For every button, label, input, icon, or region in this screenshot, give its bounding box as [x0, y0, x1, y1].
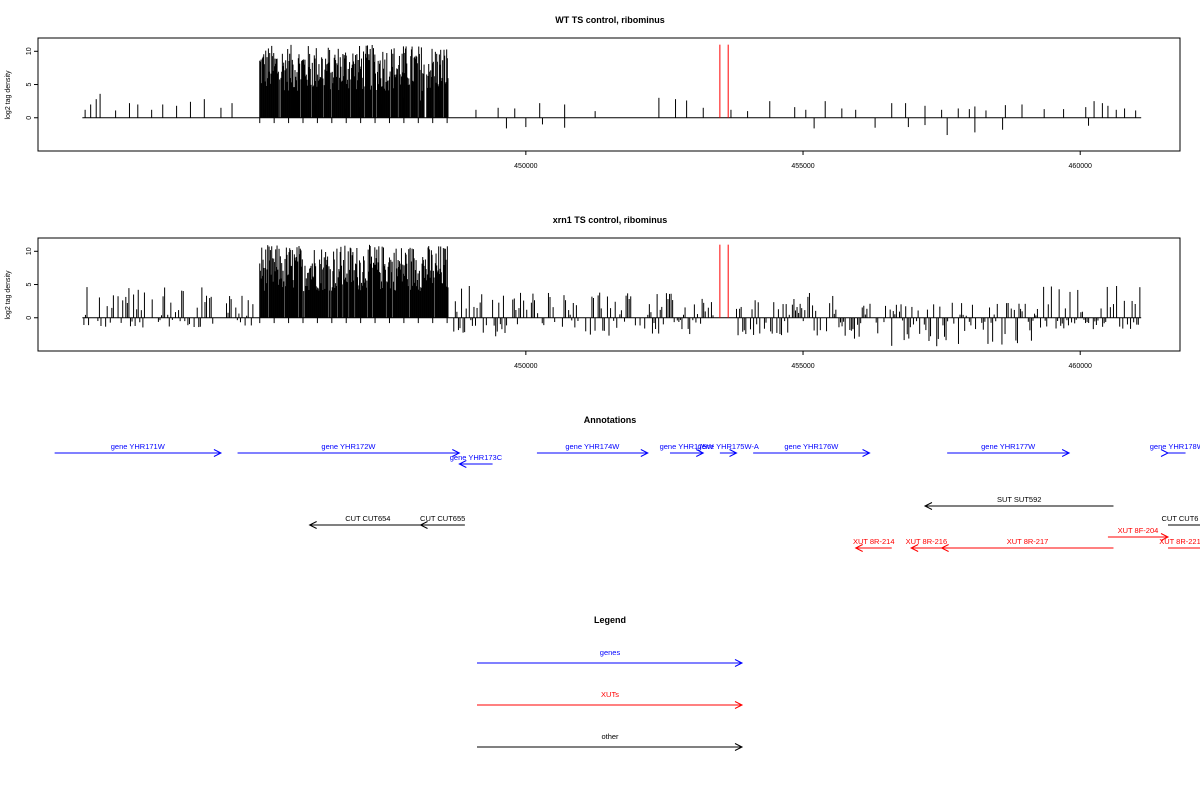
- legend-label: genes: [600, 648, 621, 657]
- y-tick-label: 10: [26, 47, 33, 55]
- annotation-label: gene YHR173C: [450, 453, 503, 462]
- panel-xrn1-ylabel: log2 tag density: [5, 270, 12, 320]
- annotation-label: gene YHR174W: [565, 442, 620, 451]
- annotation-label: XUT 8R-217: [1007, 537, 1049, 546]
- annotation-label: gene YHR175W-A: [697, 442, 758, 451]
- annotation-label: XUT 8R-221: [1159, 537, 1200, 546]
- annotation-arrowhead: [308, 521, 317, 529]
- panel-wt-title: WT TS control, ribominus: [555, 15, 665, 25]
- annotation-label: gene YHR177W: [981, 442, 1036, 451]
- annotation-label: CUT CUT6: [1162, 514, 1199, 523]
- y-tick-label: 0: [26, 116, 33, 120]
- annotation-arrowhead: [910, 544, 919, 552]
- panel-wt-axes: 450000 455000 460000 0 5 10: [26, 47, 1092, 170]
- annotations-panel: Annotations gene YHR171W gene YHR172Wgene…: [54, 415, 1200, 552]
- annotations-title: Annotations: [584, 415, 637, 425]
- legend-label: other: [601, 732, 619, 741]
- annotation-label: gene YHR175W: [660, 442, 715, 451]
- y-tick-label: 5: [26, 282, 33, 286]
- annotation-label: gene YHR172W: [321, 442, 376, 451]
- annotation-arrowhead: [923, 502, 933, 510]
- panel-xrn1: xrn1 TS control, ribominus log2 tag dens…: [5, 215, 1181, 370]
- legend-items: genes XUTs other: [477, 648, 744, 751]
- annotation-label: CUT CUT654: [345, 514, 390, 523]
- x-tick-label: 460000: [1069, 163, 1092, 170]
- annotation-arrowhead: [419, 521, 428, 529]
- annotation-arrowhead: [862, 449, 871, 457]
- legend-panel: Legend genes XUTs other: [477, 615, 744, 751]
- x-tick-label: 450000: [514, 163, 537, 170]
- annotation-arrowhead: [452, 449, 461, 457]
- annotation-arrowhead: [213, 449, 223, 457]
- panel-xrn1-frame: [37, 237, 1181, 352]
- panel-xrn1-title: xrn1 TS control, ribominus: [553, 215, 668, 225]
- annotation-label: CUT CUT655: [420, 514, 465, 523]
- legend-label: XUTs: [601, 690, 619, 699]
- panel-xrn1-signal: [82, 244, 1142, 347]
- panel-wt-signal: [82, 44, 1142, 136]
- x-tick-label: 455000: [791, 363, 814, 370]
- annotation-arrowhead: [1061, 449, 1071, 457]
- legend-arrowhead: [734, 743, 744, 751]
- annotation-arrowhead: [696, 449, 705, 457]
- x-tick-label: 450000: [514, 363, 537, 370]
- annotation-arrowhead: [640, 449, 649, 457]
- x-tick-label: 460000: [1069, 363, 1092, 370]
- annotation-tracks: gene YHR171W gene YHR172W gene YHR173C gene…: [54, 442, 1200, 552]
- annotation-arrowhead: [1160, 449, 1170, 457]
- y-tick-label: 5: [26, 82, 33, 86]
- panel-wt: WT TS control, ribominus log2 tag densit…: [5, 15, 1181, 170]
- legend-arrowhead: [734, 659, 744, 667]
- annotation-arrowhead: [729, 449, 738, 457]
- y-tick-label: 0: [26, 316, 33, 320]
- panel-wt-frame: [37, 37, 1181, 152]
- y-tick-label: 10: [26, 247, 33, 255]
- annotation-arrowhead: [854, 544, 863, 552]
- annotation-arrowhead: [940, 544, 949, 552]
- x-tick-label: 455000: [791, 163, 814, 170]
- annotation-label: XUT 8F-204: [1118, 526, 1159, 535]
- annotation-label: gene YHR171W: [111, 442, 166, 451]
- annotation-label: XUT 8R-214: [853, 537, 895, 546]
- annotation-arrowhead: [458, 460, 467, 468]
- annotation-label: gene YHR176W: [784, 442, 839, 451]
- annotation-label: SUT SUT592: [997, 495, 1041, 504]
- panel-xrn1-axes: 450000 455000 460000 0 5 10: [26, 247, 1092, 370]
- legend-arrowhead: [734, 701, 744, 709]
- legend-title: Legend: [594, 615, 626, 625]
- annotation-label: XUT 8R-216: [906, 537, 948, 546]
- annotation-label: gene YHR178W: [1150, 442, 1200, 451]
- panel-wt-ylabel: log2 tag density: [5, 70, 12, 120]
- annotation-arrowhead: [1160, 533, 1170, 541]
